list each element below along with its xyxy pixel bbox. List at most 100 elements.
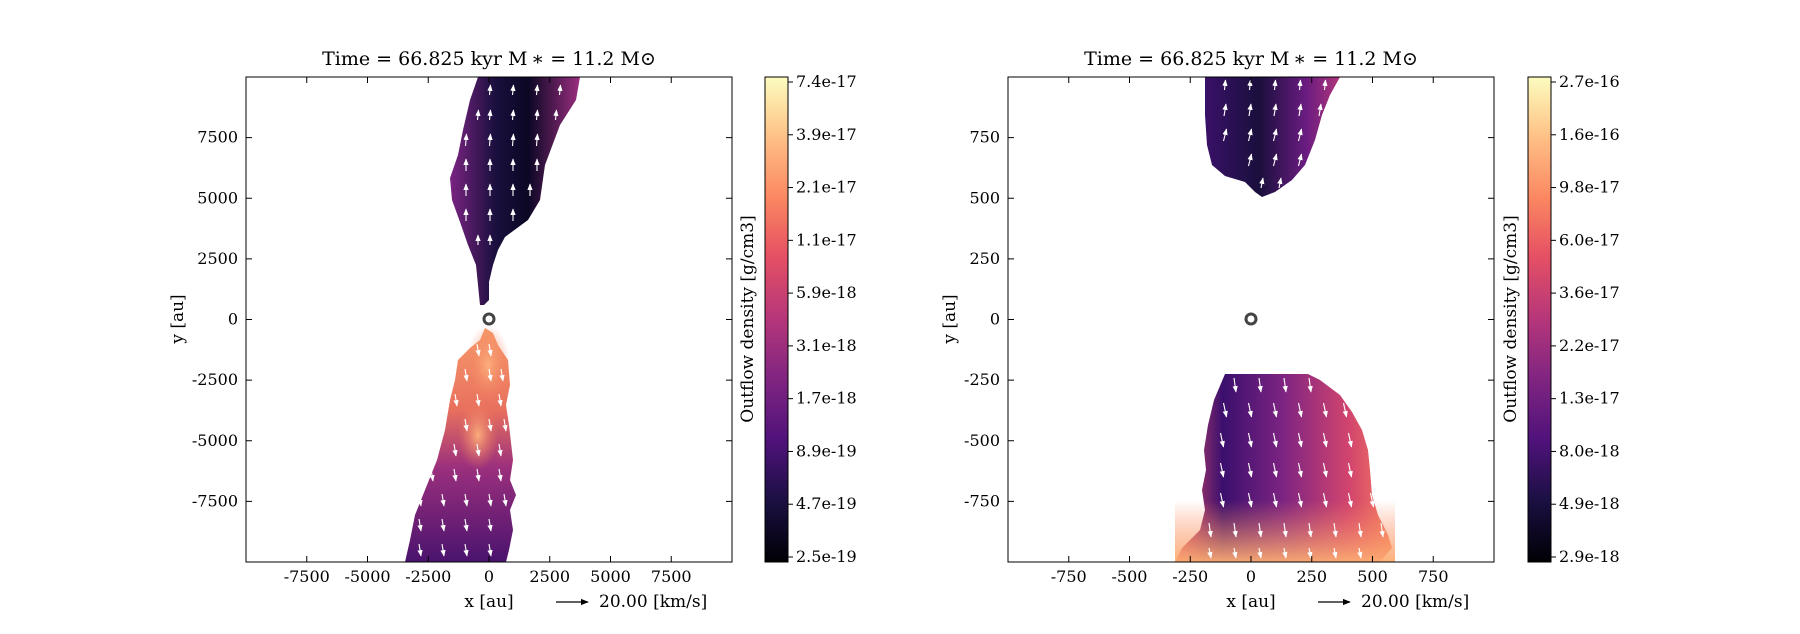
- panel-right: Time = 66.825 kyr M ∗ = 11.2 M⊙ -750 -500…: [940, 48, 1620, 612]
- velocity-arrow: [1272, 462, 1278, 478]
- colorbar-tick-label-right: 2.2e-17: [1559, 336, 1620, 355]
- velocity-arrow: [1322, 402, 1328, 418]
- velocity-arrow: [452, 468, 458, 482]
- velocity-arrow: [1357, 522, 1363, 538]
- ytick-label-left: -2500: [192, 370, 238, 389]
- velocity-arrow: [475, 393, 481, 407]
- ytick-label-right: 750: [969, 128, 1000, 147]
- colorbar-tick-label-left: 4.7e-19: [796, 494, 857, 513]
- velocity-arrow: [1219, 432, 1225, 448]
- velocity-arrow: [1257, 522, 1263, 538]
- xtick-label-left: -7500: [284, 567, 330, 586]
- xtick-label-left: 0: [484, 567, 494, 586]
- xtick-label-right: -250: [1172, 567, 1208, 586]
- xtick-label-left: 2500: [529, 567, 570, 586]
- velocity-arrow: [557, 84, 563, 96]
- velocity-arrow: [510, 84, 516, 96]
- velocity-arrow: [1332, 522, 1338, 538]
- colorbar-left-label: Outflow density [g/cm3]: [738, 215, 758, 422]
- velocity-arrow: [1232, 522, 1238, 538]
- velocity-arrow: [475, 109, 481, 121]
- xlabel-right: x [au]: [1226, 592, 1275, 612]
- velocity-arrows-left: [417, 84, 563, 557]
- velocity-arrow: [553, 109, 559, 121]
- ytick-label-right: 250: [969, 249, 1000, 268]
- colorbar-right-ticks: 2.7e-16 1.6e-16 9.8e-17 6.0e-17 3.6e-17 2.2e-…: [1551, 72, 1620, 566]
- velocity-arrow: [440, 518, 446, 532]
- colorbar-tick-label-right: 2.9e-18: [1559, 547, 1620, 566]
- colorbar-right-label: Outflow density [g/cm3]: [1501, 215, 1521, 422]
- vector-key-left-label: 20.00 [km/s]: [599, 592, 707, 612]
- colorbar-tick-label-right: 3.6e-17: [1559, 283, 1620, 302]
- colorbar-tick-label-left: 3.1e-18: [796, 336, 857, 355]
- star-marker-left: [482, 312, 496, 326]
- ytick-label-right: -750: [964, 491, 1000, 510]
- xtick-label-left: 5000: [590, 567, 631, 586]
- velocity-arrow: [502, 493, 508, 507]
- velocity-arrow: [487, 109, 493, 121]
- velocity-arrow: [1222, 103, 1228, 117]
- ytick-label-right: -500: [964, 431, 1000, 450]
- velocity-arrow: [1297, 79, 1303, 91]
- velocity-arrow: [463, 133, 469, 147]
- velocity-arrow: [417, 518, 423, 532]
- velocity-arrow: [440, 418, 446, 432]
- ytick-label-left: 5000: [197, 188, 238, 207]
- velocity-arrow: [499, 368, 505, 382]
- velocity-arrow: [1297, 128, 1303, 142]
- velocity-arrow: [1307, 522, 1313, 538]
- xtick-label-left: -2500: [405, 567, 451, 586]
- velocity-arrow: [487, 543, 493, 557]
- velocity-arrow: [475, 468, 481, 482]
- colorbar-tick-label-left: 5.9e-18: [796, 283, 857, 302]
- colorbar-tick-label-right: 8.0e-18: [1559, 441, 1620, 460]
- velocity-arrow: [1222, 79, 1228, 91]
- velocity-arrow: [487, 343, 493, 357]
- velocity-arrow: [452, 443, 458, 457]
- velocity-arrow: [1297, 462, 1303, 478]
- velocity-arrow: [440, 493, 446, 507]
- panel-left: Time = 66.825 kyr M ∗ = 11.2 M⊙ -7500 -50…: [168, 48, 857, 612]
- velocity-arrow: [1207, 522, 1213, 538]
- velocity-arrow: [1247, 103, 1253, 117]
- velocity-arrow: [497, 468, 503, 482]
- colorbar-tick-label-left: 2.1e-17: [796, 178, 857, 197]
- velocity-arrow: [497, 443, 503, 457]
- velocity-arrow: [1342, 402, 1348, 418]
- velocity-arrow: [502, 418, 508, 432]
- ytick-label-left: -7500: [192, 491, 238, 510]
- velocity-arrow: [463, 418, 469, 432]
- south-lobe-left-hotspot-2: [458, 400, 498, 470]
- velocity-arrow: [534, 84, 540, 96]
- velocity-arrow: [487, 368, 493, 382]
- velocity-arrow: [1317, 103, 1323, 117]
- velocity-arrow: [510, 133, 516, 147]
- velocity-arrow: [1322, 432, 1328, 448]
- velocity-arrow: [1282, 522, 1288, 538]
- colorbar-right: Outflow density [g/cm3] 2.7e-16 1.6e-16 9.…: [1501, 72, 1620, 566]
- colorbar-tick-label-right: 6.0e-17: [1559, 230, 1620, 249]
- ticks-right: -750 -500 -250 0 250 500 750 750 500 250 0 -250 -500…: [964, 77, 1494, 586]
- velocity-arrow: [417, 543, 423, 557]
- velocity-arrow: [1247, 128, 1253, 142]
- xtick-label-right: 500: [1357, 567, 1388, 586]
- velocity-arrow: [440, 543, 446, 557]
- vector-key-right-label: 20.00 [km/s]: [1361, 592, 1469, 612]
- ytick-label-right: -250: [964, 370, 1000, 389]
- colorbar-tick-label-right: 1.3e-17: [1559, 389, 1620, 408]
- velocity-arrow: [463, 518, 469, 532]
- velocity-arrow: [487, 493, 493, 507]
- velocity-arrow: [1307, 547, 1313, 559]
- velocity-arrow: [1297, 492, 1303, 508]
- velocity-arrow: [1222, 402, 1228, 418]
- velocity-arrow: [1257, 377, 1263, 393]
- velocity-arrow: [1247, 432, 1253, 448]
- velocity-arrow: [1232, 377, 1238, 393]
- ytick-label-right: 0: [990, 310, 1000, 329]
- velocity-arrow: [1277, 177, 1283, 189]
- velocity-arrow: [1247, 402, 1253, 418]
- velocity-arrow: [487, 133, 493, 147]
- panel-left-density-map: [405, 77, 580, 562]
- velocity-arrow: [1247, 462, 1253, 478]
- xtick-label-right: 0: [1246, 567, 1256, 586]
